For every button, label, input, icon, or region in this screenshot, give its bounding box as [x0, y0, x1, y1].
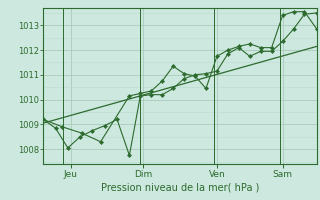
- X-axis label: Pression niveau de la mer( hPa ): Pression niveau de la mer( hPa ): [101, 183, 259, 193]
